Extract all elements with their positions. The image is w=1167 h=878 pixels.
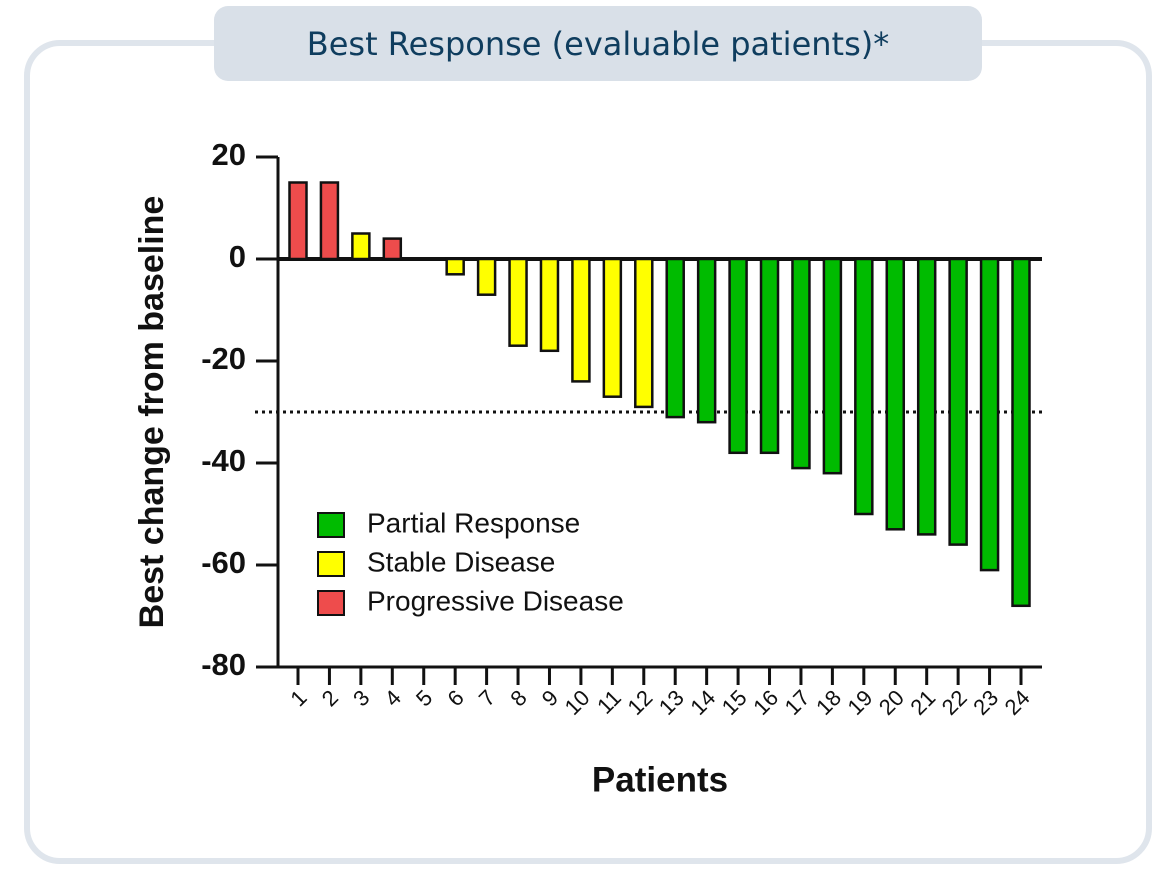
bar	[791, 257, 811, 470]
bar	[445, 257, 465, 276]
bar	[634, 257, 654, 409]
bar	[476, 257, 497, 296]
x-tick-label: 19	[842, 685, 877, 720]
legend-swatch	[317, 590, 345, 616]
y-tick-label: -20	[201, 341, 246, 376]
y-axis-label: Best change from baseline	[133, 196, 171, 629]
legend-label: Partial Response	[367, 507, 580, 538]
x-axis-label: Patients	[592, 760, 728, 799]
legend-swatch	[317, 551, 345, 577]
x-tick-label: 10	[560, 685, 595, 720]
bar	[351, 232, 371, 261]
x-tick-label: 20	[874, 685, 909, 720]
x-tick-label: 16	[748, 685, 783, 720]
y-tick-label: -80	[201, 647, 246, 682]
x-tick-label: 4	[380, 685, 406, 711]
legend-label: Stable Disease	[367, 546, 555, 577]
bar	[759, 257, 780, 455]
bar	[916, 257, 937, 536]
x-tick-label: 13	[654, 685, 689, 720]
legend-swatch	[317, 512, 345, 538]
bar	[854, 257, 874, 516]
x-tick-label: 8	[505, 685, 531, 711]
bar	[1011, 257, 1031, 608]
y-tick-label: -60	[201, 545, 246, 580]
x-tick-label: 17	[780, 685, 815, 720]
bar	[696, 257, 717, 424]
legend-label: Progressive Disease	[367, 585, 624, 616]
bar	[319, 181, 340, 261]
bar	[665, 257, 685, 419]
x-tick-label: 9	[537, 685, 563, 711]
bar	[822, 257, 843, 475]
x-tick-label: 15	[717, 685, 752, 720]
bar	[508, 257, 528, 347]
bar	[382, 237, 403, 261]
x-tick-label: 23	[968, 685, 1003, 720]
bar	[885, 257, 906, 531]
bar	[728, 257, 748, 455]
y-tick-label: 0	[229, 239, 246, 274]
x-tick-label: 21	[905, 685, 940, 720]
x-tick-label: 24	[1000, 685, 1035, 720]
x-tick-label: 14	[685, 685, 720, 720]
x-tick-label: 18	[811, 685, 846, 720]
x-tick-label: 5	[411, 685, 437, 711]
y-tick-label: 20	[212, 137, 246, 172]
chart-title: Best Response (evaluable patients)*	[214, 6, 982, 81]
x-tick-label: 2	[317, 685, 343, 711]
bar	[948, 257, 968, 546]
bar	[602, 257, 623, 398]
bar	[571, 257, 591, 383]
x-tick-label: 6	[442, 685, 468, 711]
x-tick-label: 22	[937, 685, 972, 720]
x-tick-label: 11	[592, 685, 626, 719]
x-tick-label: 1	[285, 685, 311, 711]
bar	[288, 181, 308, 261]
bar	[979, 257, 1000, 572]
y-tick-label: -40	[201, 443, 246, 478]
bar	[539, 257, 560, 353]
x-tick-label: 7	[474, 685, 500, 711]
x-tick-label: 12	[622, 685, 657, 720]
x-tick-label: 3	[348, 685, 374, 711]
